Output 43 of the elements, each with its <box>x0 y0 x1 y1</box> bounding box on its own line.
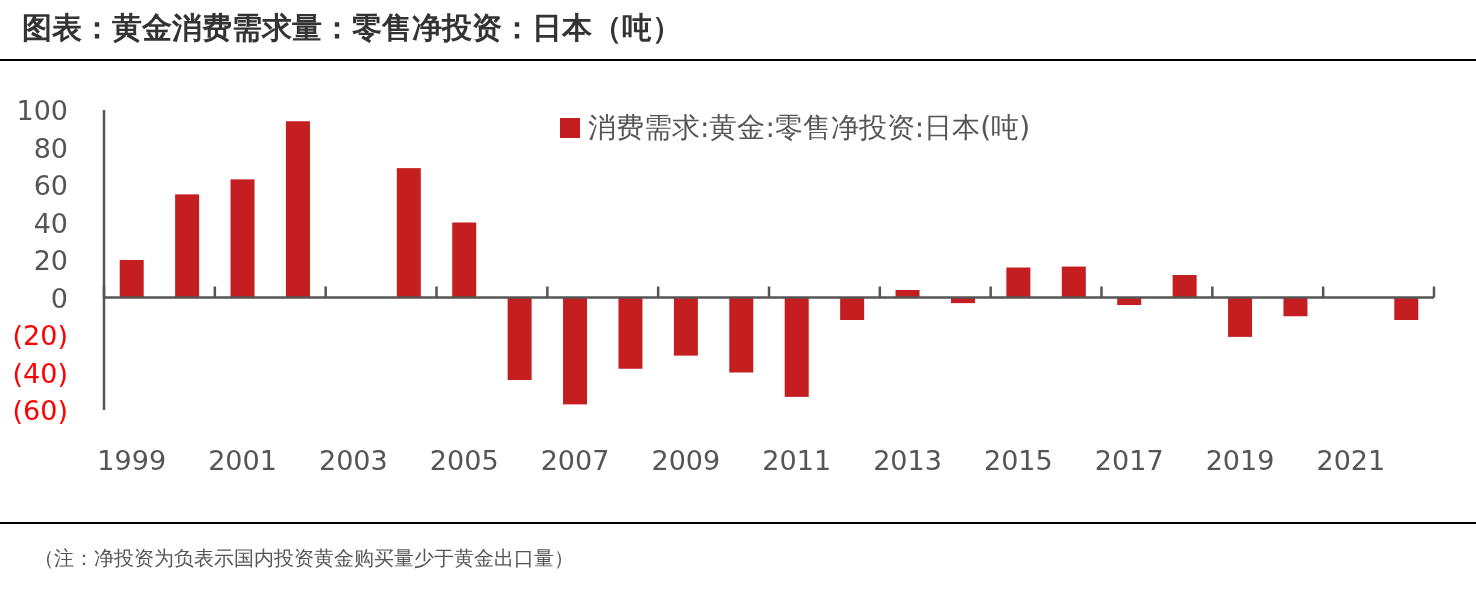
x-tick-label: 1999 <box>97 445 167 476</box>
bar <box>175 194 200 298</box>
bar <box>119 260 144 298</box>
x-tick-label: 2017 <box>1094 445 1164 476</box>
x-tick-label: 2007 <box>540 445 610 476</box>
bar <box>452 222 477 298</box>
bar <box>1061 266 1086 298</box>
bar <box>1394 297 1419 320</box>
x-tick-label: 2013 <box>873 445 942 476</box>
bar <box>1172 275 1197 298</box>
x-tick-label: 2019 <box>1205 445 1275 476</box>
x-tick-label: 2011 <box>762 445 832 476</box>
bar <box>563 297 588 405</box>
y-tick-label: 20 <box>33 245 68 276</box>
bar <box>230 179 255 298</box>
bar <box>1006 267 1031 298</box>
x-tick-label: 2021 <box>1316 445 1386 476</box>
x-tick-label: 2015 <box>984 445 1053 476</box>
bar <box>673 297 698 356</box>
bar <box>840 297 865 320</box>
y-tick-label: 40 <box>33 207 68 239</box>
x-tick-label: 2003 <box>319 445 388 476</box>
x-tick-label: 2005 <box>429 445 499 476</box>
bar <box>1228 297 1253 337</box>
y-tick-label: (60) <box>12 395 68 426</box>
bar <box>1283 297 1308 317</box>
bar <box>507 297 532 380</box>
y-tick-label: (20) <box>12 320 68 351</box>
bar <box>618 297 643 369</box>
y-tick-label: 100 <box>16 95 68 126</box>
bar <box>729 297 754 373</box>
text: （注：净投资为负表示国内投资黄金购买量少于黄金出口量） <box>34 546 574 570</box>
y-tick-label: (40) <box>12 357 68 389</box>
bar <box>784 297 809 397</box>
y-tick-label: 80 <box>33 132 68 164</box>
y-tick-label: 0 <box>50 282 68 314</box>
x-tick-label: 2001 <box>208 445 277 476</box>
y-tick-label: 60 <box>33 170 68 201</box>
bar <box>285 121 310 298</box>
x-tick-label: 2009 <box>651 445 721 476</box>
legend-label: 消费需求:黄金:零售净投资:日本(吨) <box>588 111 1031 144</box>
chart-title: 图表：黄金消费需求量：零售净投资：日本（吨） <box>22 10 682 45</box>
bar <box>396 168 421 298</box>
